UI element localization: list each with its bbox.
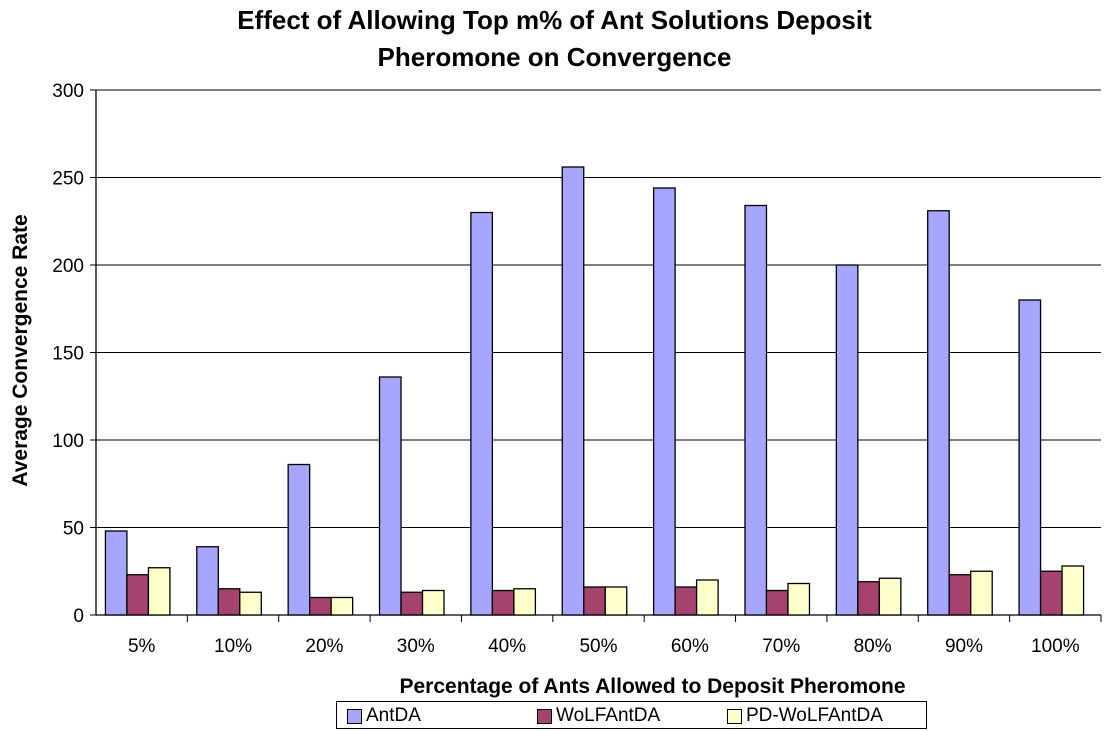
legend-label-wolfantda: WoLFAntDA bbox=[556, 705, 661, 726]
bar-pd-wolfantda-8 bbox=[878, 577, 902, 616]
x-tick-label: 70% bbox=[762, 636, 800, 657]
bar-wolfantda-4 bbox=[491, 589, 515, 616]
bar-antda-6 bbox=[652, 187, 676, 616]
bar-antda-8 bbox=[835, 264, 859, 616]
x-tick-label: 50% bbox=[579, 636, 617, 657]
legend-label-antda: AntDA bbox=[366, 705, 421, 726]
bar-wolfantda-9 bbox=[948, 574, 972, 616]
x-tick-label: 40% bbox=[488, 636, 526, 657]
x-tick-label: 80% bbox=[854, 636, 892, 657]
legend-swatch-wolfantda bbox=[537, 708, 552, 724]
legend-item-wolfantda: WoLFAntDA bbox=[537, 705, 660, 727]
bar-pd-wolfantda-6 bbox=[695, 579, 719, 616]
bar-pd-wolfantda-3 bbox=[421, 589, 445, 616]
y-tick-label: 250 bbox=[52, 169, 84, 190]
legend-swatch-antda bbox=[347, 708, 362, 724]
x-axis-label: Percentage of Ants Allowed to Deposit Ph… bbox=[399, 675, 905, 698]
y-tick-label: 150 bbox=[52, 344, 84, 365]
bar-wolfantda-3 bbox=[400, 591, 424, 616]
chart-title-line-1: Effect of Allowing Top m% of Ant Solutio… bbox=[237, 5, 872, 35]
bar-wolfantda-1 bbox=[217, 588, 241, 616]
bar-antda-9 bbox=[927, 210, 950, 616]
bar-pd-wolfantda-5 bbox=[604, 586, 628, 616]
legend-label-pd-wolfantda: PD-WoLFAntDA bbox=[746, 705, 883, 726]
bar-wolfantda-5 bbox=[583, 586, 606, 616]
y-tick-label: 200 bbox=[52, 256, 84, 277]
bar-wolfantda-7 bbox=[765, 589, 789, 616]
bar-pd-wolfantda-0 bbox=[147, 567, 171, 616]
x-tick-label: 20% bbox=[305, 636, 343, 657]
bar-wolfantda-10 bbox=[1039, 570, 1063, 616]
y-tick-label: 50 bbox=[63, 519, 84, 540]
bar-antda-1 bbox=[196, 546, 219, 616]
bar-pd-wolfantda-10 bbox=[1061, 565, 1085, 616]
bar-wolfantda-0 bbox=[126, 574, 150, 616]
y-tick-label: 0 bbox=[73, 606, 84, 627]
x-tick-label: 60% bbox=[671, 636, 709, 657]
x-tick-label: 30% bbox=[397, 636, 435, 657]
bar-antda-5 bbox=[561, 166, 585, 616]
bar-pd-wolfantda-9 bbox=[970, 570, 993, 616]
x-tick-label: 90% bbox=[945, 636, 983, 657]
legend-item-pd-wolfantda: PD-WoLFAntDA bbox=[727, 705, 883, 727]
bar-pd-wolfantda-4 bbox=[513, 588, 537, 616]
legend: AntDA WoLFAntDA PD-WoLFAntDA bbox=[336, 701, 927, 729]
y-tick-label: 300 bbox=[52, 81, 84, 102]
bar-antda-2 bbox=[287, 463, 311, 616]
bar-wolfantda-8 bbox=[857, 581, 880, 616]
bar-pd-wolfantda-2 bbox=[330, 596, 354, 616]
y-tick-label: 100 bbox=[52, 431, 84, 452]
legend-item-antda: AntDA bbox=[347, 705, 421, 727]
bar-antda-4 bbox=[470, 211, 494, 616]
chart-title-line-2: Pheromone on Convergence bbox=[377, 42, 732, 72]
bar-pd-wolfantda-1 bbox=[239, 591, 262, 616]
y-axis-label: Average Convergence Rate bbox=[9, 214, 32, 486]
bar-pd-wolfantda-7 bbox=[787, 582, 811, 616]
bar-antda-3 bbox=[378, 376, 402, 616]
x-tick-label: 5% bbox=[128, 636, 156, 657]
x-tick-label: 10% bbox=[214, 636, 252, 657]
legend-swatch-pd-wolfantda bbox=[727, 708, 742, 724]
bar-wolfantda-2 bbox=[309, 596, 332, 616]
bar-antda-7 bbox=[744, 204, 768, 616]
bar-wolfantda-6 bbox=[674, 586, 698, 616]
bar-antda-10 bbox=[1018, 299, 1042, 616]
x-tick-label: 100% bbox=[1031, 636, 1080, 657]
bar-antda-0 bbox=[104, 530, 128, 616]
